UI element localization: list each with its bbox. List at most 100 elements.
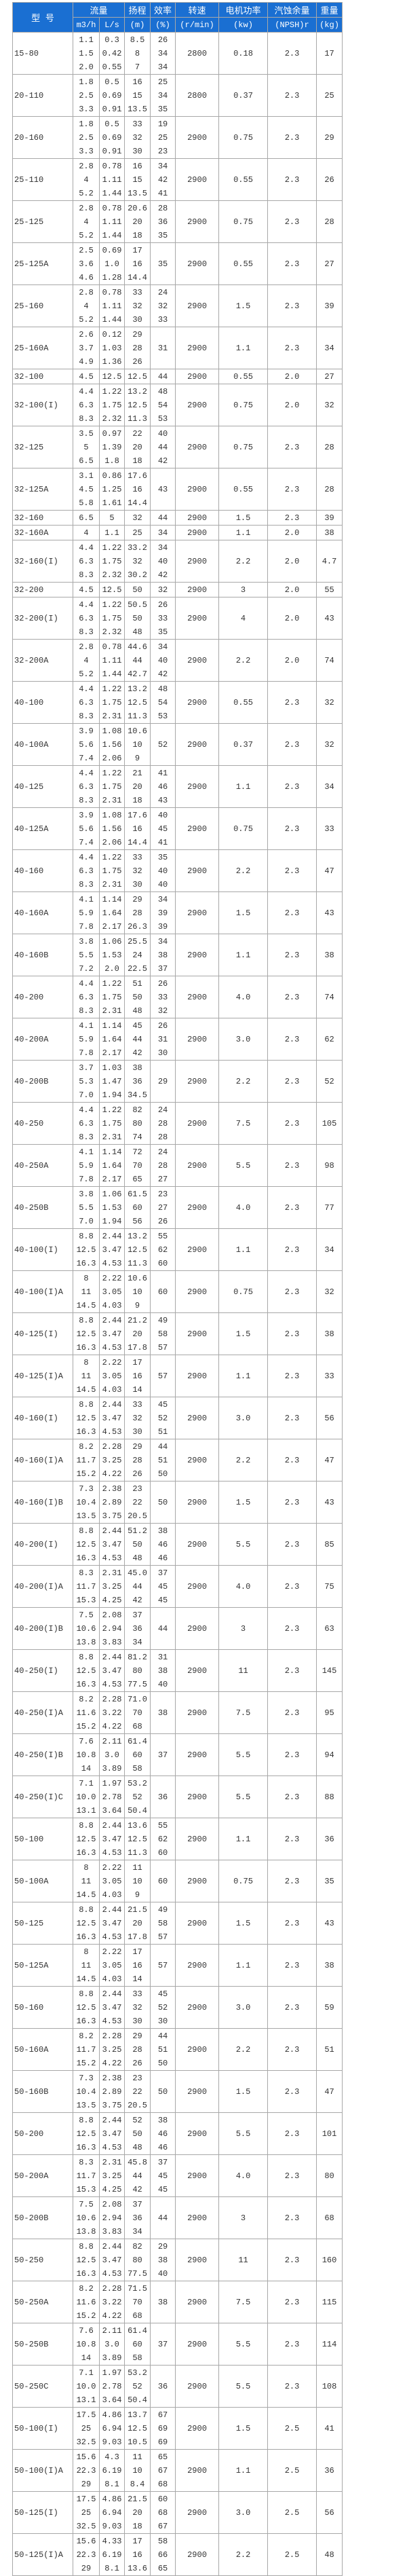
cell-efficiency-value: 34 <box>157 542 168 553</box>
cell-flow-ls-value: 4.86 <box>102 2494 122 2504</box>
cell-weight: 28 <box>316 426 343 468</box>
cell-model: 32-100(I) <box>12 384 73 426</box>
cell-flow-ls-value: 1.06 <box>102 1189 122 1199</box>
cell-flow-m3h-value: 8.8 <box>79 1231 94 1241</box>
cell-head-value: 71.5 <box>128 2283 147 2294</box>
cell-efficiency-value: 55 <box>157 1231 168 1241</box>
cell-flow-m3h: 1.8 2.5 3.3 <box>73 116 100 159</box>
cell-flow-m3h-value: 4.9 <box>79 356 94 367</box>
cell-efficiency-value: 24 <box>157 287 168 297</box>
table-row: 25-125 2.8 4 5.2 0.78 1.11 1.44 20.6 20 18 28 36 35 2… <box>12 200 343 243</box>
cell-speed: 2900 <box>175 891 220 934</box>
cell-flow-m3h-value: 8.8 <box>79 1399 94 1410</box>
cell-head-value: 17.8 <box>128 1932 147 1942</box>
cell-head: 33 32 30 <box>124 116 151 159</box>
cell-model: 40-125(I) <box>12 1312 73 1355</box>
cell-npsh: 2.5 <box>267 2407 317 2450</box>
cell-flow-m3h-value: 13.1 <box>76 2395 96 2405</box>
cell-efficiency-value: 38 <box>157 1708 168 1718</box>
cell-flow-m3h: 2.8 4 5.2 <box>73 284 100 327</box>
cell-model: 40-250(I)C <box>12 1775 73 1818</box>
cell-model: 50-200B <box>12 2196 73 2239</box>
cell-head-value: 13.5 <box>128 188 147 198</box>
cell-flow-m3h-value: 11.7 <box>76 2171 96 2181</box>
cell-efficiency-value: 53 <box>157 711 168 721</box>
cell-efficiency: 57 <box>150 1355 176 1397</box>
table-row: 50-200A 8.3 11.7 15.3 2.31 3.25 4.25 45.8 44 42 37… <box>12 2154 343 2197</box>
cell-head-value: 11.3 <box>128 711 147 721</box>
cell-speed: 2900 <box>175 2028 220 2071</box>
table-row: 32-200 4.5 12.5 50 32 2900 3 2.0 55 <box>12 582 343 597</box>
cell-flow-ls-value: 4.03 <box>102 1974 122 1984</box>
cell-head-value: 56 <box>132 1216 142 1226</box>
cell-npsh: 2.3 <box>267 242 317 285</box>
cell-flow-ls-value: 1.22 <box>102 542 122 553</box>
cell-head-value: 53.2 <box>128 1778 147 1788</box>
cell-efficiency: 55 62 60 <box>150 1228 176 1271</box>
cell-flow-m3h-value: 6.5 <box>79 513 94 523</box>
cell-npsh: 2.3 <box>267 1775 317 1818</box>
cell-flow-ls: 1.1 <box>98 525 125 540</box>
cell-power: 0.75 <box>218 1270 269 1313</box>
cell-flow-ls-value: 1.75 <box>102 697 122 707</box>
cell-weight: 105 <box>316 1102 343 1145</box>
cell-power: 1.5 <box>218 2070 269 2113</box>
cell-head-value: 18 <box>132 795 142 805</box>
cell-flow-ls-value: 3.75 <box>102 1511 122 1521</box>
cell-efficiency-value: 60 <box>157 2494 168 2504</box>
cell-power: 5.5 <box>218 1523 269 1566</box>
cell-head: 29 28 26 <box>124 327 151 369</box>
cell-efficiency: 40 45 41 <box>150 807 176 850</box>
cell-efficiency-value: 36 <box>157 217 168 227</box>
cell-weight: 75 <box>316 1565 343 1608</box>
cell-efficiency-value: 31 <box>157 1034 168 1044</box>
cell-npsh: 2.3 <box>267 1270 317 1313</box>
cell-efficiency-value: 41 <box>157 768 168 778</box>
cell-flow-ls-value: 1.44 <box>102 314 122 325</box>
cell-flow-m3h-value: 5.6 <box>79 739 94 750</box>
cell-speed: 2900 <box>175 723 220 766</box>
cell-weight: 101 <box>316 2112 343 2155</box>
cell-efficiency-value: 43 <box>157 484 168 494</box>
cell-flow-m3h-value: 13.5 <box>76 1511 96 1521</box>
cell-flow-m3h-value: 11.7 <box>76 1455 96 1465</box>
cell-efficiency-value: 45 <box>157 2184 168 2194</box>
cell-npsh: 2.3 <box>267 2239 317 2281</box>
cell-model: 40-100 <box>12 681 73 724</box>
cell-head: 22 20 18 <box>124 426 151 468</box>
table-row: 50-125A 8 11 14.5 2.22 3.05 4.03 17 16 14 57 2900 1.… <box>12 1944 343 1987</box>
cell-power: 0.55 <box>218 468 269 511</box>
cell-head-value: 60 <box>132 1202 142 1213</box>
cell-efficiency: 37 <box>150 1733 176 1776</box>
cell-head-value: 14.4 <box>128 498 147 508</box>
cell-efficiency-value: 30 <box>157 1048 168 1058</box>
table-row: 40-250(I) 8.8 12.5 16.3 2.44 3.47 4.53 81.2 80 77… <box>12 1649 343 1692</box>
cell-flow-ls-value: 3.47 <box>102 1413 122 1423</box>
cell-flow-m3h-value: 8.3 <box>79 711 94 721</box>
cell-efficiency-value: 35 <box>157 104 168 114</box>
cell-npsh: 2.3 <box>267 1355 317 1397</box>
cell-head-value: 13.2 <box>128 684 147 694</box>
cell-model: 40-160 <box>12 849 73 892</box>
cell-efficiency-value: 69 <box>157 2437 168 2447</box>
cell-weight: 98 <box>316 1144 343 1187</box>
table-row: 40-250(I)C 7.1 10.0 13.1 1.97 2.78 3.64 53.2 52 5… <box>12 1775 343 1818</box>
cell-flow-ls-value: 2.22 <box>102 1357 122 1367</box>
cell-efficiency-value: 42 <box>157 570 168 580</box>
cell-head-value: 8.4 <box>130 2479 145 2489</box>
cell-head-value: 12.5 <box>128 1834 147 1844</box>
cell-weight: 27 <box>316 242 343 285</box>
cell-flow-ls-value: 3.83 <box>102 2226 122 2237</box>
cell-npsh: 2.3 <box>267 426 317 468</box>
cell-weight: 48 <box>316 2533 343 2576</box>
cell-weight: 32 <box>316 1270 343 1313</box>
cell-flow-ls-value: 3.47 <box>102 2129 122 2139</box>
cell-speed: 2900 <box>175 284 220 327</box>
cell-speed: 2900 <box>175 2281 220 2323</box>
cell-head-value: 30 <box>132 2016 142 2026</box>
cell-flow-m3h-value: 5.9 <box>79 908 94 918</box>
cell-flow-ls: 2.08 2.94 3.83 <box>98 2196 125 2239</box>
cell-weight: 80 <box>316 2154 343 2197</box>
cell-power: 7.5 <box>218 1102 269 1145</box>
cell-efficiency: 65 67 68 <box>150 2449 176 2492</box>
